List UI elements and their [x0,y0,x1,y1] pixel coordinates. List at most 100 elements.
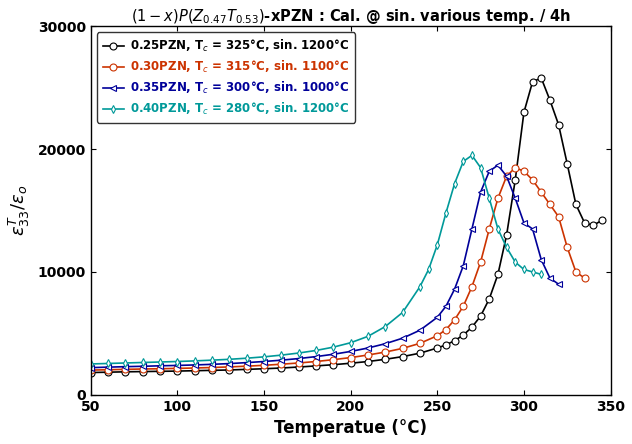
0.30PZN, T$_c$ = 315°C, sin. 1100°C [226,364,233,369]
0.35PZN, T$_c$ = 300°C, sin. 1000°C [243,360,250,365]
0.30PZN, T$_c$ = 315°C, sin. 1100°C [191,365,198,371]
0.25PZN, T$_c$ = 325°C, sin. 1200°C [399,354,406,359]
0.40PZN, T$_c$ = 280°C, sin. 1200°C [121,361,129,366]
0.30PZN, T$_c$ = 315°C, sin. 1100°C [555,214,562,219]
0.40PZN, T$_c$ = 280°C, sin. 1200°C [87,361,95,367]
0.35PZN, T$_c$ = 300°C, sin. 1000°C [347,349,355,354]
0.30PZN, T$_c$ = 315°C, sin. 1100°C [364,353,372,358]
0.30PZN, T$_c$ = 315°C, sin. 1100°C [572,269,580,274]
0.40PZN, T$_c$ = 280°C, sin. 1200°C [459,159,467,164]
0.30PZN, T$_c$ = 315°C, sin. 1100°C [451,317,458,322]
0.30PZN, T$_c$ = 315°C, sin. 1100°C [485,226,493,232]
0.30PZN, T$_c$ = 315°C, sin. 1100°C [208,365,216,370]
0.40PZN, T$_c$ = 280°C, sin. 1200°C [329,345,337,350]
0.35PZN, T$_c$ = 300°C, sin. 1000°C [156,363,164,369]
0.25PZN, T$_c$ = 325°C, sin. 1200°C [416,350,423,356]
0.25PZN, T$_c$ = 325°C, sin. 1200°C [529,79,537,84]
0.30PZN, T$_c$ = 315°C, sin. 1100°C [564,245,571,250]
0.30PZN, T$_c$ = 315°C, sin. 1100°C [382,349,389,355]
0.25PZN, T$_c$ = 325°C, sin. 1200°C [87,370,95,375]
0.30PZN, T$_c$ = 315°C, sin. 1100°C [537,190,545,195]
0.25PZN, T$_c$ = 325°C, sin. 1200°C [555,122,562,127]
0.35PZN, T$_c$ = 300°C, sin. 1000°C [191,362,198,368]
0.35PZN, T$_c$ = 300°C, sin. 1000°C [477,190,484,195]
0.35PZN, T$_c$ = 300°C, sin. 1000°C [295,356,303,361]
0.25PZN, T$_c$ = 325°C, sin. 1200°C [277,365,285,371]
0.35PZN, T$_c$ = 300°C, sin. 1000°C [485,169,493,174]
0.25PZN, T$_c$ = 325°C, sin. 1200°C [156,369,164,374]
0.40PZN, T$_c$ = 280°C, sin. 1200°C [104,361,112,366]
0.25PZN, T$_c$ = 325°C, sin. 1200°C [459,333,467,338]
0.25PZN, T$_c$ = 325°C, sin. 1200°C [494,272,502,277]
0.40PZN, T$_c$ = 280°C, sin. 1200°C [295,350,303,356]
Line: 0.30PZN, T$_c$ = 315°C, sin. 1100°C: 0.30PZN, T$_c$ = 315°C, sin. 1100°C [87,164,588,373]
0.40PZN, T$_c$ = 280°C, sin. 1200°C [243,356,250,361]
0.30PZN, T$_c$ = 315°C, sin. 1100°C [494,196,502,201]
0.35PZN, T$_c$ = 300°C, sin. 1000°C [468,226,476,232]
0.25PZN, T$_c$ = 325°C, sin. 1200°C [347,361,355,366]
0.25PZN, T$_c$ = 325°C, sin. 1200°C [191,368,198,373]
0.30PZN, T$_c$ = 315°C, sin. 1100°C [104,367,112,373]
0.25PZN, T$_c$ = 325°C, sin. 1200°C [485,296,493,301]
0.30PZN, T$_c$ = 315°C, sin. 1100°C [529,177,537,182]
0.40PZN, T$_c$ = 280°C, sin. 1200°C [442,210,450,216]
0.40PZN, T$_c$ = 280°C, sin. 1200°C [260,354,268,360]
0.30PZN, T$_c$ = 315°C, sin. 1100°C [546,202,554,207]
0.25PZN, T$_c$ = 325°C, sin. 1200°C [598,218,605,223]
0.35PZN, T$_c$ = 300°C, sin. 1000°C [442,304,450,309]
0.35PZN, T$_c$ = 300°C, sin. 1000°C [87,365,95,370]
X-axis label: Temperatue (°C): Temperatue (°C) [274,419,427,437]
0.40PZN, T$_c$ = 280°C, sin. 1200°C [226,357,233,362]
0.30PZN, T$_c$ = 315°C, sin. 1100°C [295,361,303,366]
Line: 0.40PZN, T$_c$ = 280°C, sin. 1200°C: 0.40PZN, T$_c$ = 280°C, sin. 1200°C [88,153,544,367]
0.40PZN, T$_c$ = 280°C, sin. 1200°C [312,348,320,353]
0.25PZN, T$_c$ = 325°C, sin. 1200°C [174,369,181,374]
0.40PZN, T$_c$ = 280°C, sin. 1200°C [468,153,476,158]
0.35PZN, T$_c$ = 300°C, sin. 1000°C [174,363,181,368]
0.35PZN, T$_c$ = 300°C, sin. 1000°C [139,364,147,369]
0.35PZN, T$_c$ = 300°C, sin. 1000°C [416,328,423,333]
0.25PZN, T$_c$ = 325°C, sin. 1200°C [581,220,588,226]
0.35PZN, T$_c$ = 300°C, sin. 1000°C [399,336,406,341]
0.30PZN, T$_c$ = 315°C, sin. 1100°C [243,364,250,369]
0.35PZN, T$_c$ = 300°C, sin. 1000°C [208,362,216,367]
0.30PZN, T$_c$ = 315°C, sin. 1100°C [174,366,181,371]
0.40PZN, T$_c$ = 280°C, sin. 1200°C [208,357,216,363]
0.40PZN, T$_c$ = 280°C, sin. 1200°C [485,196,493,201]
0.30PZN, T$_c$ = 315°C, sin. 1100°C [434,333,441,338]
0.40PZN, T$_c$ = 280°C, sin. 1200°C [494,226,502,232]
0.40PZN, T$_c$ = 280°C, sin. 1200°C [174,359,181,364]
Y-axis label: $\varepsilon^{T}_{33}/\varepsilon_{o}$: $\varepsilon^{T}_{33}/\varepsilon_{o}$ [7,185,32,236]
0.40PZN, T$_c$ = 280°C, sin. 1200°C [277,353,285,358]
0.25PZN, T$_c$ = 325°C, sin. 1200°C [121,369,129,374]
0.25PZN, T$_c$ = 325°C, sin. 1200°C [104,369,112,375]
0.40PZN, T$_c$ = 280°C, sin. 1200°C [191,358,198,364]
0.30PZN, T$_c$ = 315°C, sin. 1100°C [520,169,528,174]
0.25PZN, T$_c$ = 325°C, sin. 1200°C [546,98,554,103]
0.40PZN, T$_c$ = 280°C, sin. 1200°C [347,340,355,345]
0.40PZN, T$_c$ = 280°C, sin. 1200°C [529,269,537,274]
0.40PZN, T$_c$ = 280°C, sin. 1200°C [156,359,164,365]
0.25PZN, T$_c$ = 325°C, sin. 1200°C [312,363,320,369]
0.30PZN, T$_c$ = 315°C, sin. 1100°C [347,355,355,360]
0.25PZN, T$_c$ = 325°C, sin. 1200°C [503,233,511,238]
0.35PZN, T$_c$ = 300°C, sin. 1000°C [451,286,458,292]
0.30PZN, T$_c$ = 315°C, sin. 1100°C [121,367,129,372]
Legend: 0.25PZN, T$_c$ = 325°C, sin. 1200°C, 0.30PZN, T$_c$ = 315°C, sin. 1100°C, 0.35PZ: 0.25PZN, T$_c$ = 325°C, sin. 1200°C, 0.3… [97,32,355,123]
0.25PZN, T$_c$ = 325°C, sin. 1200°C [139,369,147,374]
0.40PZN, T$_c$ = 280°C, sin. 1200°C [399,310,406,315]
Line: 0.25PZN, T$_c$ = 325°C, sin. 1200°C: 0.25PZN, T$_c$ = 325°C, sin. 1200°C [87,75,605,376]
0.25PZN, T$_c$ = 325°C, sin. 1200°C [382,357,389,362]
Title: $(1-x)P(Z_{0.47}T_{0.53})$-xPZN : Cal. @ sin. various temp. / 4h: $(1-x)P(Z_{0.47}T_{0.53})$-xPZN : Cal. @… [131,7,571,26]
0.35PZN, T$_c$ = 300°C, sin. 1000°C [382,341,389,346]
0.25PZN, T$_c$ = 325°C, sin. 1200°C [468,325,476,330]
0.35PZN, T$_c$ = 300°C, sin. 1000°C [555,281,562,287]
0.25PZN, T$_c$ = 325°C, sin. 1200°C [590,222,597,228]
0.30PZN, T$_c$ = 315°C, sin. 1100°C [442,327,450,332]
0.35PZN, T$_c$ = 300°C, sin. 1000°C [459,263,467,269]
0.25PZN, T$_c$ = 325°C, sin. 1200°C [511,177,519,182]
0.35PZN, T$_c$ = 300°C, sin. 1000°C [546,275,554,281]
0.30PZN, T$_c$ = 315°C, sin. 1100°C [277,361,285,367]
Line: 0.35PZN, T$_c$ = 300°C, sin. 1000°C: 0.35PZN, T$_c$ = 300°C, sin. 1000°C [87,162,562,371]
0.35PZN, T$_c$ = 300°C, sin. 1000°C [277,357,285,363]
